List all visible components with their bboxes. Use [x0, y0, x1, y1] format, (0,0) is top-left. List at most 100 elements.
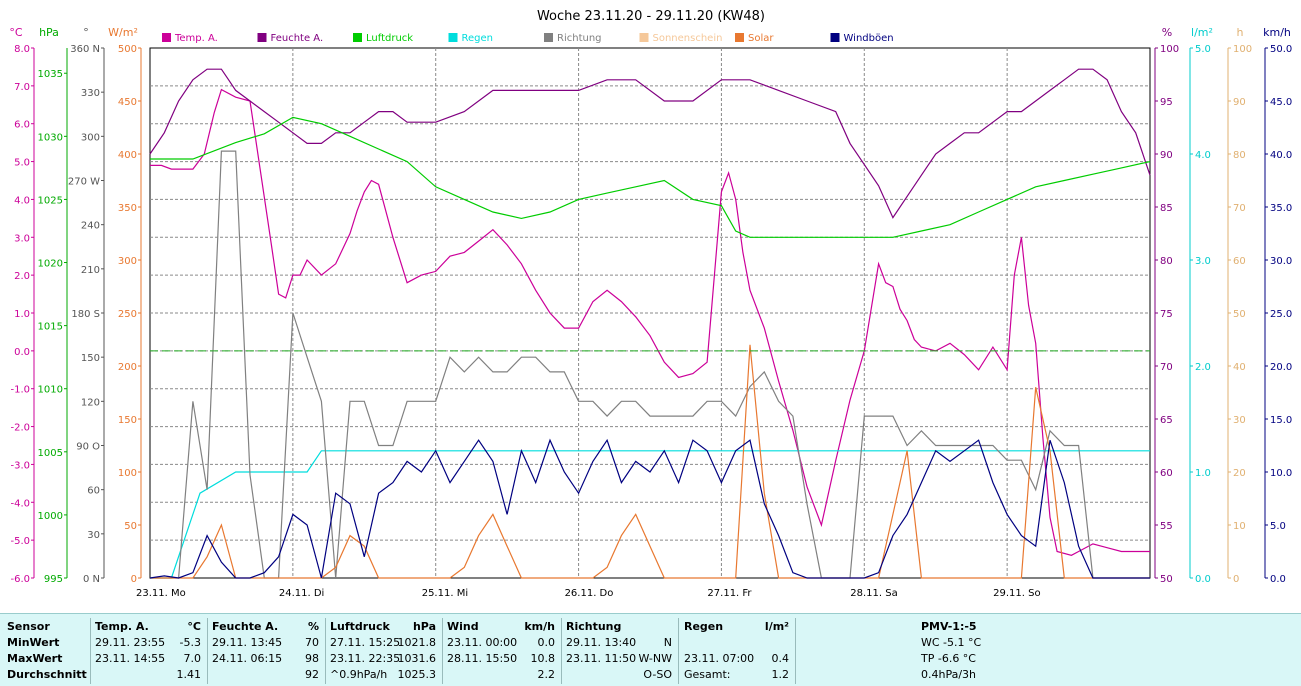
axis-tick-label: 0: [1233, 574, 1239, 585]
axis-tick-label: 20: [1233, 468, 1246, 479]
legend-label: Sonnenschein: [653, 33, 723, 44]
axis-tick-label: 0: [131, 574, 137, 585]
stats-wind-max-time: 28.11. 15:50: [447, 652, 518, 665]
stats-humidity-max-value: 98: [305, 652, 319, 665]
stats-humidity-min-value: 70: [305, 636, 319, 649]
stats-pressure-3h-trend: 0.4hPa/3h: [921, 668, 977, 681]
axis-tick-label: 1.0: [1195, 468, 1211, 479]
axis-tick-label: 100: [118, 468, 137, 479]
axis-tick-label: 60: [1160, 468, 1173, 479]
series-line: [149, 438, 1150, 579]
stats-rain-max-value: 0.4: [771, 652, 790, 665]
stats-rain-unit: l/m²: [764, 620, 789, 633]
stats-temp-min-time: 29.11. 23:55: [95, 636, 166, 649]
axis-tick-label: 70: [1160, 362, 1173, 373]
x-tick-label: 24.11. Di: [279, 588, 324, 599]
stats-humidity-max-time: 24.11. 06:15: [212, 652, 283, 665]
axis-tick-label: 85: [1160, 203, 1173, 214]
axis-tick-label: 95: [1160, 97, 1173, 108]
axis-tick-label: 360 N: [70, 44, 100, 55]
axis-tick-label: -3.0: [10, 460, 30, 471]
axis-tick-label: 100: [1160, 44, 1179, 55]
stats-avg-label: Durchschnitt: [7, 668, 87, 681]
stats-temp-header: Temp. A.: [95, 620, 149, 633]
axis-tick-label: -4.0: [10, 498, 30, 509]
axis-tick-label: 0.0: [14, 347, 30, 358]
axis-tick-label: 55: [1160, 521, 1173, 532]
axis-tick-label: 6.0: [14, 120, 30, 131]
stats-direction-min-value: N: [663, 636, 672, 649]
axis-tick-label: 1035: [38, 69, 63, 80]
stats-wind-header: Wind: [447, 620, 479, 633]
legend-swatch: [257, 33, 267, 42]
axis-tick-label: 3.0: [1195, 256, 1211, 267]
legend-swatch: [735, 33, 744, 42]
stats-humidity-min-time: 29.11. 13:45: [212, 636, 283, 649]
axis-tick-label: 150: [81, 353, 100, 364]
axis-tick-label: 60: [87, 486, 100, 497]
axis-tick-label: 400: [118, 150, 137, 161]
axis-tick-label: 200: [118, 362, 137, 373]
x-tick-label: 28.11. Sa: [850, 588, 897, 599]
legend-swatch: [353, 33, 362, 42]
x-tick-label: 25.11. Mi: [422, 588, 468, 599]
axis-tick-label: -5.0: [10, 536, 30, 547]
stats-dewpoint: TP -6.6 °C: [921, 652, 976, 665]
chart-title: Woche 23.11.20 - 29.11.20 (KW48): [537, 9, 765, 24]
stats-wind-avg-value: 2.2: [537, 668, 556, 681]
axis-tick-label: 50: [1233, 309, 1246, 320]
axis-tick-label: 70: [1233, 203, 1246, 214]
axis-tick-label: 240: [81, 221, 100, 232]
axis-tick-label: 100: [1233, 44, 1252, 55]
series-line: [150, 150, 1150, 579]
axis-tick-label: 15.0: [1270, 415, 1292, 426]
axis-tick-label: 2.0: [1195, 362, 1211, 373]
axis-tick-label: 5.0: [1195, 44, 1211, 55]
axis-tick-label: 90: [1233, 97, 1246, 108]
axis-tick-label: 0 N: [83, 574, 100, 585]
legend-swatch: [830, 33, 840, 42]
stats-min-label: MinWert: [7, 636, 60, 649]
legend-label: Luftdruck: [366, 33, 413, 44]
axis-tick-label: 30: [87, 530, 100, 541]
x-tick-label: 27.11. Fr: [707, 588, 752, 599]
stats-windchill: WC -5.1 °C: [921, 636, 982, 649]
axis-unit-direction: °: [83, 26, 89, 39]
axis-tick-label: 120: [81, 397, 100, 408]
stats-temp-max-time: 23.11. 14:55: [95, 652, 166, 665]
axis-tick-label: 90: [1160, 150, 1173, 161]
x-tick-label: 23.11. Mo: [136, 588, 186, 599]
axis-unit-humidity: %: [1162, 26, 1172, 39]
axis-tick-label: -1.0: [10, 385, 30, 396]
axis-tick-label: 65: [1160, 415, 1173, 426]
stats-humidity-header: Feuchte A.: [212, 620, 279, 633]
series-line: [150, 344, 1150, 579]
x-tick-label: 26.11. Do: [565, 588, 614, 599]
axis-tick-label: 1000: [38, 511, 63, 522]
stats-pressure-min-time: 27.11. 15:25: [330, 636, 401, 649]
axis-tick-label: 2.0: [14, 271, 30, 282]
axis-tick-label: 50.0: [1270, 44, 1292, 55]
axis-tick-label: 1025: [38, 195, 63, 206]
legend-swatch: [448, 33, 458, 42]
series-line: [150, 88, 1150, 556]
stats-sensor-header: Sensor: [7, 620, 50, 633]
axis-tick-label: 3.0: [14, 233, 30, 244]
axis-unit-solar: W/m²: [108, 26, 138, 39]
axis-tick-label: 50: [124, 521, 137, 532]
axis-tick-label: 30: [1233, 415, 1246, 426]
axis-tick-label: 330: [81, 88, 100, 99]
axis-tick-label: 180 S: [71, 309, 100, 320]
axis-tick-label: 25.0: [1270, 309, 1292, 320]
axis-tick-label: 350: [118, 203, 137, 214]
stats-pressure-header: Luftdruck: [330, 620, 390, 633]
axis-tick-label: 8.0: [14, 44, 30, 55]
axis-tick-label: 4.0: [14, 195, 30, 206]
stats-pressure-max-value: 1031.6: [397, 652, 437, 665]
stats-direction-max-time: 23.11. 11:50: [566, 652, 637, 665]
axis-tick-label: 5.0: [14, 158, 30, 169]
axis-tick-label: 90 O: [76, 442, 100, 453]
axis-tick-label: 0.0: [1270, 574, 1286, 585]
legend-swatch: [162, 33, 171, 42]
axis-unit-wind: km/h: [1263, 26, 1291, 39]
